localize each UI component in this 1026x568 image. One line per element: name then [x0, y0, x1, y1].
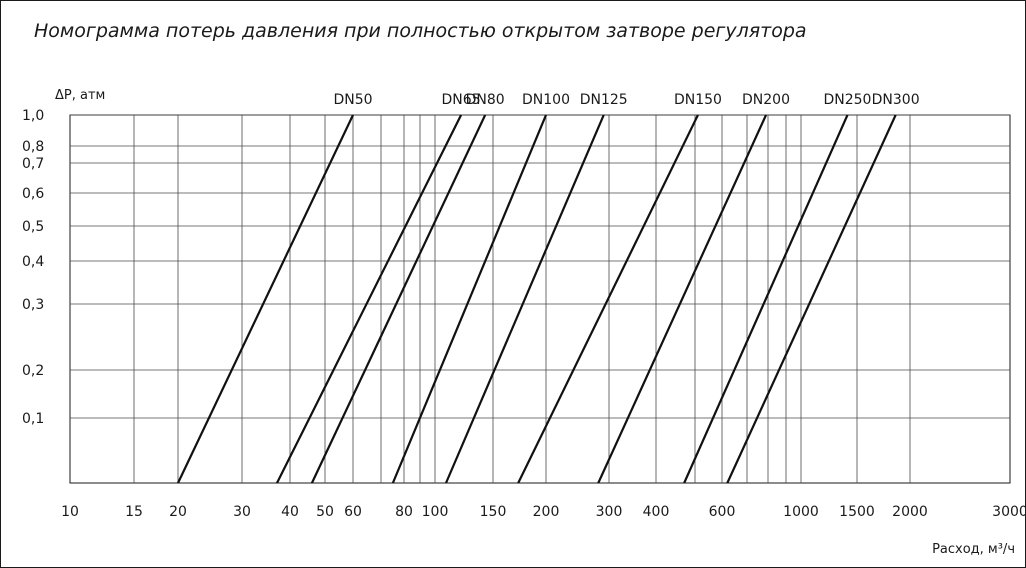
chart-title: Номограмма потерь давления при полностью… — [34, 20, 807, 42]
y-tick-label: 0,8 — [22, 139, 44, 155]
x-tick-label: 1000 — [783, 504, 819, 520]
series-line-dn80 — [310, 114, 487, 484]
y-tick-label: 0,5 — [22, 219, 44, 235]
series-line-dn65 — [276, 114, 463, 484]
x-tick-label: 3000 — [992, 504, 1026, 520]
label-layer: 1,0 0,80,7 0,6 0,5 0,4 0,3 0,2 0,1 10 15 20 30 40 50 6… — [22, 92, 1026, 520]
y-tick-label: 0,3 — [22, 297, 44, 313]
x-tick-label: 80 — [395, 504, 413, 520]
x-tick-label: 20 — [169, 504, 187, 520]
plot-border — [69, 114, 1011, 484]
x-tick-label: 30 — [233, 504, 251, 520]
series-label-dn250: DN250 — [823, 92, 871, 108]
x-tick-label: 10 — [61, 504, 79, 520]
y-axis-label: ΔР, атм — [55, 88, 105, 103]
series-layer — [177, 114, 897, 484]
x-tick-label: 150 — [480, 504, 507, 520]
x-tick-label: 300 — [596, 504, 623, 520]
series-label-dn65: DN65 — [442, 92, 481, 108]
series-label-dn125: DN125 — [580, 92, 628, 108]
series-label-dn300: DN300 — [872, 92, 920, 108]
x-tick-label: 100 — [422, 504, 449, 520]
series-line-dn100 — [391, 114, 548, 484]
x-tick-label: 15 — [125, 504, 143, 520]
x-tick-label: 50 — [316, 504, 334, 520]
y-tick-label: 0,1 — [22, 411, 44, 427]
x-tick-label: 1500 — [839, 504, 875, 520]
x-tick-label: 60 — [344, 504, 362, 520]
x-tick-label: 600 — [709, 504, 736, 520]
x-tick-label: 40 — [281, 504, 299, 520]
series-label-dn80: DN80 — [466, 92, 505, 108]
series-line-dn300 — [726, 114, 897, 484]
series-label-dn100: DN100 — [522, 92, 570, 108]
series-line-dn125 — [444, 114, 605, 484]
series-line-dn250 — [683, 114, 849, 484]
y-tick-label: 0,7 — [22, 156, 44, 172]
y-tick-label: 0,2 — [22, 363, 44, 379]
series-line-dn50 — [177, 114, 354, 484]
y-tick-label: 0,6 — [22, 186, 44, 202]
x-tick-label: 400 — [643, 504, 670, 520]
series-label-dn150: DN150 — [674, 92, 722, 108]
grid-layer — [69, 114, 1011, 484]
series-line-dn200 — [597, 114, 768, 484]
series-label-dn200: DN200 — [742, 92, 790, 108]
x-tick-label: 2000 — [892, 504, 928, 520]
y-tick-label: 1,0 — [22, 108, 44, 124]
series-label-dn50: DN50 — [333, 92, 372, 108]
y-tick-label: 0,4 — [22, 254, 44, 270]
series-line-dn150 — [517, 114, 699, 484]
x-tick-label: 200 — [533, 504, 560, 520]
x-axis-label: Расход, м³/ч — [932, 542, 1015, 557]
